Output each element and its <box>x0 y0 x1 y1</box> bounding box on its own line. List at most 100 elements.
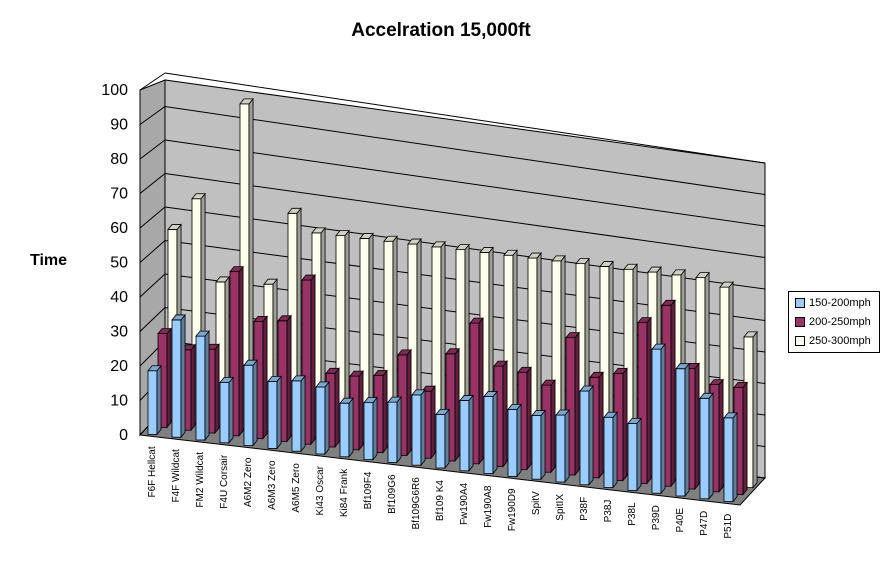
bar-side-1 <box>516 403 522 478</box>
bar-top-3 <box>647 266 662 273</box>
bar-top-3 <box>335 230 350 237</box>
bar-side-2 <box>574 331 580 477</box>
bar-top-1 <box>147 365 162 372</box>
y-tick-label: 0 <box>119 427 128 444</box>
y-tick-label: 10 <box>110 393 128 410</box>
bar-side-2 <box>166 327 172 429</box>
bar-side-1 <box>708 392 714 500</box>
bar-side-1 <box>252 359 258 447</box>
bar-top-1 <box>579 385 594 392</box>
x-tick-label: P38F <box>579 497 590 521</box>
gridline <box>164 106 766 195</box>
bar-top-3 <box>167 224 182 230</box>
bar-top-1 <box>435 408 450 415</box>
bar-side-2 <box>382 369 388 454</box>
bar-top-3 <box>599 261 614 267</box>
bar-top-2 <box>277 315 292 322</box>
bar-top-3 <box>263 278 278 285</box>
bar-1 <box>651 348 662 494</box>
legend-swatch-3 <box>795 336 805 346</box>
bar-side-2 <box>454 347 460 463</box>
bar-top-3 <box>743 331 758 338</box>
bars <box>147 97 758 503</box>
x-tick-label: SpitV <box>531 491 542 515</box>
legend: 150-200mph 200-250mph 250-300mph <box>788 291 880 353</box>
bar-top-1 <box>675 363 690 370</box>
bar-top-1 <box>411 389 426 396</box>
bar-1 <box>243 364 254 447</box>
bar-top-3 <box>575 258 590 265</box>
x-tick-label: Bf109G6R6 <box>411 477 422 530</box>
bar-side-2 <box>694 362 700 491</box>
bar-side-1 <box>684 362 690 498</box>
bar-top-1 <box>171 314 186 321</box>
x-tick-label: A6M3 Zero <box>267 460 278 510</box>
bar-side-1 <box>660 343 666 495</box>
bar-1 <box>267 380 278 449</box>
gridline-side <box>139 240 166 263</box>
bar-top-2 <box>349 370 364 377</box>
bar-1 <box>603 416 614 488</box>
bar-1 <box>339 402 350 458</box>
bar-1 <box>315 386 326 455</box>
bar-1 <box>555 414 566 483</box>
x-tick-label: Ki43 Oscar <box>315 465 326 515</box>
bar-top-2 <box>397 349 412 356</box>
legend-swatch-2 <box>795 317 805 327</box>
bar-side-1 <box>156 364 162 436</box>
bar-1 <box>723 417 734 503</box>
bar-top-1 <box>555 409 570 416</box>
bar-side-3 <box>752 330 758 489</box>
bar-side-1 <box>324 380 330 456</box>
y-tick-label: 90 <box>110 117 128 134</box>
bar-top-2 <box>517 366 532 373</box>
bar-top-1 <box>723 412 738 419</box>
bar-top-1 <box>531 410 546 416</box>
bar-1 <box>507 408 518 477</box>
legend-item-1: 150-200mph <box>795 296 871 310</box>
x-tick-label: A6M2 Zero <box>243 457 254 507</box>
x-tick-label: Fw190D9 <box>507 488 518 531</box>
x-tick-label: Bf109G6 <box>387 474 398 514</box>
bar-top-2 <box>469 317 484 324</box>
x-tick-label: Fw190A8 <box>483 485 494 528</box>
x-tick-label: P51D <box>723 514 734 539</box>
gridline <box>164 139 766 227</box>
bar-top-3 <box>359 233 374 239</box>
bar-top-3 <box>623 263 638 270</box>
bar-1 <box>435 413 446 469</box>
x-tick-label: Bf109 K4 <box>435 480 446 522</box>
bar-1 <box>171 319 182 438</box>
x-tick-label: F4U Corsair <box>219 454 230 509</box>
bar-top-1 <box>267 375 282 382</box>
bar-top-1 <box>699 392 714 399</box>
bar-side-2 <box>334 367 340 449</box>
gridline-side <box>139 273 166 298</box>
bar-top-1 <box>483 391 498 397</box>
bar-top-2 <box>493 360 508 367</box>
x-tick-label: Fw190A4 <box>459 482 470 525</box>
bar-top-1 <box>219 377 234 383</box>
gridline <box>164 72 766 164</box>
bar-top-3 <box>407 238 422 245</box>
bar-side-2 <box>214 343 220 435</box>
bar-side-1 <box>348 397 354 458</box>
x-tick-label: F4F Wildcat <box>171 449 182 503</box>
gridline <box>164 173 766 258</box>
bar-side-2 <box>430 385 436 460</box>
bar-side-1 <box>204 330 210 442</box>
bar-top-2 <box>709 379 724 386</box>
bar-1 <box>579 390 590 486</box>
legend-label-3: 250-300mph <box>809 335 871 347</box>
bar-side-1 <box>228 376 234 444</box>
bar-top-2 <box>445 348 460 355</box>
bar-top-1 <box>195 330 210 337</box>
bar-side-2 <box>670 299 676 488</box>
y-tick-label: 70 <box>110 186 128 203</box>
y-tick-label: 100 <box>101 82 128 99</box>
bar-side-2 <box>286 314 292 443</box>
bar-side-2 <box>190 343 196 432</box>
bar-1 <box>195 335 206 441</box>
bar-top-3 <box>479 247 494 253</box>
